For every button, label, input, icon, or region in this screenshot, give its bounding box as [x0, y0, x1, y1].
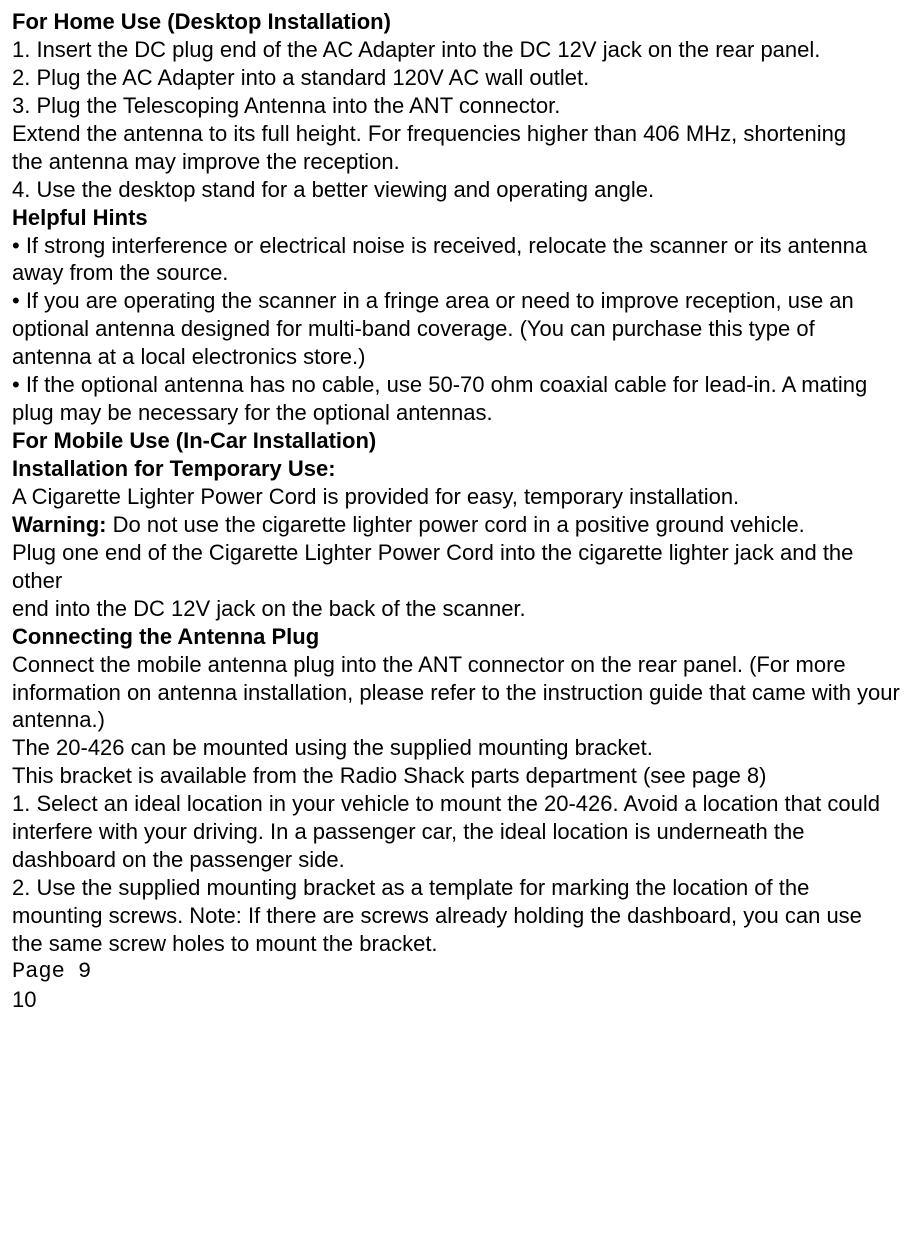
document-line: antenna.) [12, 706, 908, 734]
document-line: Connecting the Antenna Plug [12, 623, 908, 651]
document-line: the same screw holes to mount the bracke… [12, 930, 908, 958]
document-line: 1. Insert the DC plug end of the AC Adap… [12, 36, 908, 64]
document-line: 4. Use the desktop stand for a better vi… [12, 176, 908, 204]
document-line: This bracket is available from the Radio… [12, 762, 908, 790]
document-line: Helpful Hints [12, 204, 908, 232]
document-line: information on antenna installation, ple… [12, 679, 908, 707]
document-line: the antenna may improve the reception. [12, 148, 908, 176]
document-line: 2. Use the supplied mounting bracket as … [12, 874, 908, 902]
document-line: mounting screws. Note: If there are scre… [12, 902, 908, 930]
document-line: interfere with your driving. In a passen… [12, 818, 908, 846]
document-line: • If you are operating the scanner in a … [12, 287, 908, 315]
document-line: Page 9 [12, 958, 908, 986]
document-line: 2. Plug the AC Adapter into a standard 1… [12, 64, 908, 92]
bold-prefix: Warning: [12, 512, 113, 537]
document-line: • If strong interference or electrical n… [12, 232, 908, 260]
document-line: A Cigarette Lighter Power Cord is provid… [12, 483, 908, 511]
document-body: For Home Use (Desktop Installation)1. In… [12, 8, 908, 1014]
document-line: away from the source. [12, 259, 908, 287]
document-line: Warning: Do not use the cigarette lighte… [12, 511, 908, 539]
document-line: Extend the antenna to its full height. F… [12, 120, 908, 148]
document-line: 10 [12, 986, 908, 1014]
document-line: • If the optional antenna has no cable, … [12, 371, 908, 399]
document-line: plug may be necessary for the optional a… [12, 399, 908, 427]
document-line: Plug one end of the Cigarette Lighter Po… [12, 539, 908, 595]
document-line: end into the DC 12V jack on the back of … [12, 595, 908, 623]
document-line: dashboard on the passenger side. [12, 846, 908, 874]
document-line: For Home Use (Desktop Installation) [12, 8, 908, 36]
line-text: Do not use the cigarette lighter power c… [113, 512, 805, 537]
document-line: Connect the mobile antenna plug into the… [12, 651, 908, 679]
document-line: 1. Select an ideal location in your vehi… [12, 790, 908, 818]
document-line: The 20-426 can be mounted using the supp… [12, 734, 908, 762]
document-line: For Mobile Use (In-Car Installation) [12, 427, 908, 455]
document-line: Installation for Temporary Use: [12, 455, 908, 483]
document-line: 3. Plug the Telescoping Antenna into the… [12, 92, 908, 120]
document-line: antenna at a local electronics store.) [12, 343, 908, 371]
document-line: optional antenna designed for multi-band… [12, 315, 908, 343]
